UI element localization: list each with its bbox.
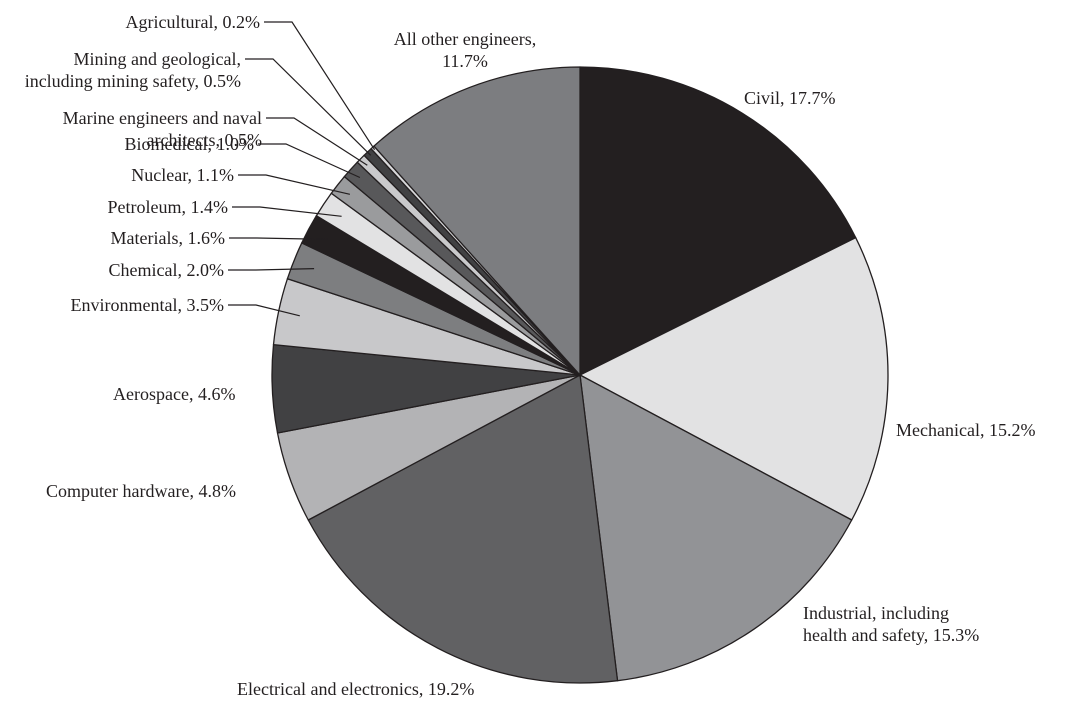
leader-line-materials [229,237,328,240]
slice-label-all-other-engineers: All other engineers, 11.7% [394,29,536,71]
pie-slices [271,66,889,684]
slice-label-civil: Civil, 17.7% [744,88,836,108]
slice-label-agricultural: Agricultural, 0.2% [126,12,260,32]
leader-line-nuclear [238,174,351,195]
leader-line-chemical [228,268,315,271]
leader-line-biomedical [258,143,361,179]
slice-label-petroleum: Petroleum, 1.4% [108,197,228,217]
slice-label-biomedical: Biomedical, 1.0% [125,134,254,154]
leader-line-petroleum [232,206,342,217]
slice-label-mining-and-geological-including-mining-safety: Mining and geological, including mining s… [25,49,241,91]
slice-label-computer-hardware: Computer hardware, 4.8% [46,481,236,501]
slice-label-nuclear: Nuclear, 1.1% [131,165,234,185]
slice-electrical-and-electronics [307,374,619,684]
leader-lines [228,21,376,317]
slice-industrial-including-health-and-safety [579,374,853,682]
slice-all-other-engineers [373,66,581,376]
leader-line-agricultural [264,21,376,151]
slice-label-marine-engineers-and-naval-architects: Marine engineers and naval architects, 0.… [63,108,262,150]
slice-civil [579,66,857,376]
slice-mechanical [579,237,889,521]
slice-labels: Civil, 17.7% Mechanical, 15.2% Industrial,… [25,12,1036,699]
slice-label-electrical-and-electronics: Electrical and electronics, 19.2% [237,679,474,699]
slice-label-mechanical: Mechanical, 15.2% [896,420,1035,440]
leader-line-marine-engineers-and-naval-architects [266,117,368,166]
leader-line-environmental [228,304,300,317]
slice-label-materials: Materials, 1.6% [111,228,225,248]
slice-label-chemical: Chemical, 2.0% [109,260,224,280]
slice-label-environmental: Environmental, 3.5% [71,295,224,315]
slice-label-aerospace: Aerospace, 4.6% [113,384,235,404]
slice-label-industrial-including-health-and-safety: Industrial, including health and safety, … [803,603,979,645]
leader-line-mining-and-geological-including-mining-safety [245,58,372,156]
